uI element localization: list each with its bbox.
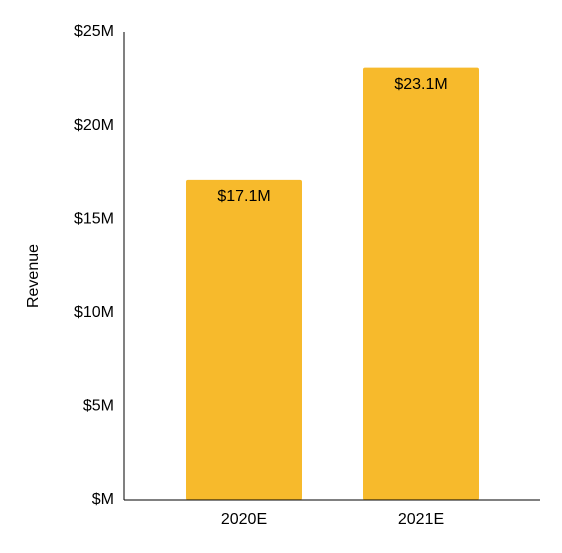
y-tick-label: $10M xyxy=(74,304,114,321)
bar-value-label: $17.1M xyxy=(217,188,270,205)
y-tick-label: $M xyxy=(92,491,114,508)
y-tick-labels: $M $5M $10M $15M $20M $25M xyxy=(74,23,114,508)
x-tick-label: 2020E xyxy=(221,511,267,528)
y-tick-label: $15M xyxy=(74,210,114,227)
y-tick-label: $20M xyxy=(74,117,114,134)
bar-2020e xyxy=(186,179,302,500)
y-tick-label: $5M xyxy=(83,398,114,415)
x-tick-label: 2021E xyxy=(398,511,444,528)
y-tick-label: $25M xyxy=(74,23,114,40)
bars xyxy=(186,67,479,501)
bar-value-label: $23.1M xyxy=(394,76,447,93)
x-tick-labels: 2020E 2021E xyxy=(221,511,444,528)
y-axis-title: Revenue xyxy=(25,244,42,308)
data-labels: $17.1M $23.1M xyxy=(217,76,447,205)
bar-2021e xyxy=(363,67,479,501)
y-axis: $M $5M $10M $15M $20M $25M xyxy=(74,23,125,508)
